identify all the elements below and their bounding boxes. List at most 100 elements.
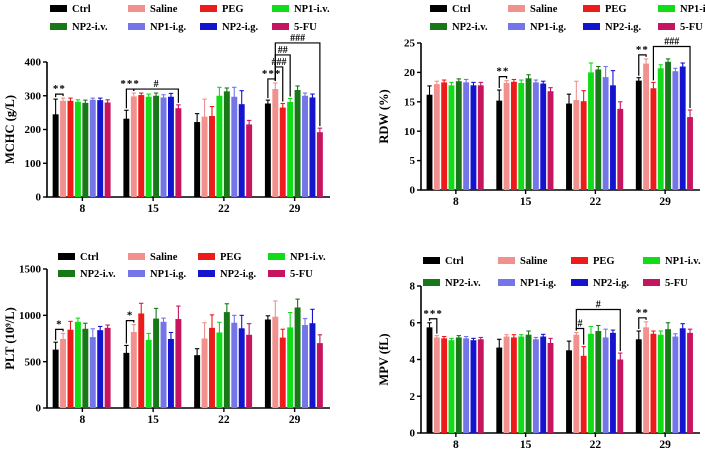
legend-swatch-NP2-i.g. — [200, 23, 217, 30]
bar-Saline-day22 — [573, 100, 579, 190]
bar-PEG-day29 — [280, 338, 286, 408]
bar-Ctrl-day15 — [496, 101, 502, 190]
x-category-label: 29 — [659, 439, 671, 451]
bar-NP1-i.g.-day29 — [672, 337, 678, 433]
bar-PEG-day29 — [650, 88, 656, 190]
bar-5-FU-day29 — [687, 117, 693, 190]
y-tick-label: 0 — [409, 185, 415, 197]
bar-NP1-i.g.-day8 — [463, 82, 469, 190]
legend-label-NP2-i.g.: NP2-i.g. — [222, 22, 259, 33]
bar-Ctrl-day22 — [194, 122, 200, 197]
bar-NP1-i.g.-day15 — [161, 97, 167, 197]
legend-label-Saline: Saline — [150, 4, 178, 15]
legend-swatch-5-FU — [272, 23, 289, 30]
legend-label-NP2-i.v.: NP2-i.v. — [80, 269, 116, 280]
y-tick-label: 15 — [404, 96, 416, 108]
bar-NP2-i.g.-day29 — [679, 328, 685, 433]
y-axis-title: RDW (%) — [377, 89, 391, 143]
y-tick-label: 4 — [409, 354, 415, 366]
legend-label-Ctrl: Ctrl — [452, 4, 471, 15]
legend-swatch-Ctrl — [58, 253, 75, 260]
bar-5-FU-day29 — [687, 333, 693, 433]
sig-label: * — [56, 318, 63, 330]
bar-Ctrl-day29 — [635, 81, 641, 190]
bar-5-FU-day15 — [175, 319, 181, 408]
bar-Saline-day22 — [573, 335, 579, 433]
x-category-label: 15 — [147, 203, 159, 215]
x-category-label: 22 — [589, 196, 601, 208]
x-category-label: 15 — [519, 196, 531, 208]
legend-swatch-NP1-i.g. — [508, 23, 525, 30]
legend-swatch-NP1-i.v. — [643, 257, 660, 264]
bar-5-FU-day22 — [617, 360, 623, 434]
bar-5-FU-day15 — [175, 108, 181, 197]
bar-Ctrl-day8 — [426, 327, 432, 433]
bar-NP2-i.g.-day15 — [540, 337, 546, 433]
bar-Saline-day22 — [202, 339, 208, 409]
bar-NP2-i.g.-day15 — [540, 84, 546, 190]
legend-swatch-NP1-i.g. — [128, 23, 145, 30]
bar-Saline-day8 — [60, 101, 66, 197]
legend-swatch-PEG — [198, 253, 215, 260]
sig-label: # — [595, 300, 600, 311]
x-category-label: 22 — [218, 414, 230, 426]
bar-NP2-i.g.-day22 — [239, 328, 245, 408]
bar-5-FU-day29 — [317, 343, 323, 408]
bar-NP2-i.g.-day22 — [610, 333, 616, 433]
legend-swatch-NP1-i.g. — [498, 279, 515, 286]
legend-swatch-5-FU — [658, 23, 675, 30]
bar-PEG-day15 — [510, 337, 516, 433]
bar-NP1-i.v.-day15 — [518, 337, 524, 433]
legend-label-Saline: Saline — [520, 256, 548, 267]
sig-bracket — [638, 318, 645, 329]
bar-PEG-day15 — [138, 95, 144, 197]
bar-Ctrl-day8 — [53, 350, 59, 408]
legend-swatch-NP2-i.g. — [583, 23, 600, 30]
x-category-label: 15 — [519, 439, 531, 451]
bar-NP1-i.v.-day8 — [75, 102, 81, 197]
legend-label-PEG: PEG — [593, 256, 615, 267]
legend-label-NP2-i.g.: NP2-i.g. — [605, 22, 642, 33]
legend-label-NP2-i.v.: NP2-i.v. — [445, 278, 481, 289]
sig-label: *** — [423, 308, 443, 320]
bar-NP1-i.v.-day22 — [588, 72, 594, 190]
sig-label: ** — [53, 83, 66, 95]
bar-NP1-i.g.-day22 — [231, 97, 237, 197]
bar-NP1-i.g.-day22 — [602, 77, 608, 190]
bar-NP1-i.v.-day22 — [216, 96, 222, 197]
bar-5-FU-day8 — [105, 328, 111, 408]
bar-PEG-day22 — [580, 101, 586, 190]
bar-NP2-i.g.-day15 — [168, 97, 174, 197]
bar-NP1-i.g.-day29 — [302, 325, 308, 408]
y-tick-label: 8 — [409, 281, 415, 293]
legend-label-NP1-i.g.: NP1-i.g. — [150, 22, 187, 33]
bar-NP2-i.v.-day29 — [295, 90, 301, 197]
bar-NP2-i.g.-day29 — [679, 67, 685, 190]
legend-label-NP1-i.v.: NP1-i.v. — [290, 252, 326, 263]
bar-Saline-day29 — [643, 327, 649, 433]
x-category-label: 29 — [659, 196, 671, 208]
y-axis-title: MPV (fL) — [377, 333, 391, 385]
y-tick-label: 0 — [409, 428, 415, 440]
y-tick-label: 2 — [409, 391, 415, 403]
legend-swatch-Saline — [128, 253, 145, 260]
bar-NP2-i.g.-day22 — [239, 104, 245, 197]
y-tick-label: 1500 — [19, 264, 42, 276]
legend-swatch-Ctrl — [430, 5, 447, 12]
bar-NP2-i.v.-day15 — [525, 335, 531, 433]
bar-NP2-i.v.-day22 — [224, 312, 230, 408]
sig-label: # — [577, 318, 582, 329]
y-tick-label: 300 — [25, 90, 42, 102]
y-tick-label: 200 — [25, 124, 42, 136]
bar-NP1-i.v.-day8 — [75, 322, 81, 408]
sig-label: ### — [272, 57, 287, 68]
bar-NP2-i.v.-day8 — [455, 337, 461, 433]
bar-Saline-day22 — [202, 117, 208, 197]
bar-Saline-day15 — [503, 83, 509, 190]
bar-PEG-day29 — [650, 334, 656, 433]
legend-swatch-5-FU — [643, 279, 660, 286]
bar-5-FU-day15 — [547, 91, 553, 190]
